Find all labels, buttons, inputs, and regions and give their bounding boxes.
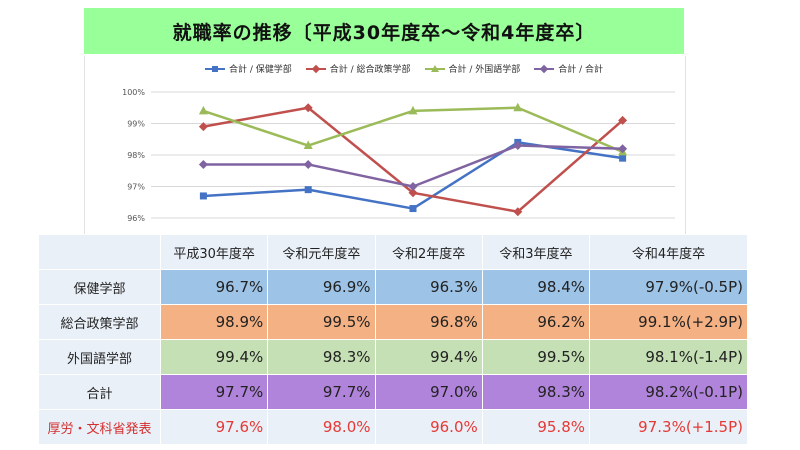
legend-label: 合計 / 合計 [558, 65, 604, 75]
y-tick-label: 97% [127, 183, 145, 192]
table-header-cell: 令和3年度卒 [481, 234, 591, 270]
legend-item-gaikoku: 合計 / 外国語学部 [424, 62, 521, 75]
row-label: 厚労・文科省発表 [38, 409, 161, 445]
series-line [203, 144, 623, 188]
data-point [513, 102, 523, 112]
data-point [619, 154, 627, 162]
table-row: 総合政策学部 98.9% 99.5% 96.8% 96.2% 99.1%(+2.… [38, 304, 748, 340]
data-point [618, 144, 628, 154]
table-cell: 96.0% [374, 409, 483, 445]
page-title: 就職率の推移〔平成30年度卒～令和4年度卒〕 [172, 21, 596, 44]
data-point [198, 122, 208, 132]
legend-diamond-marker-icon [305, 64, 326, 74]
table-cell: 98.0% [267, 409, 376, 445]
table-cell: 99.1%(+2.9P) [589, 304, 748, 340]
data-point [618, 115, 628, 125]
data-point [408, 188, 418, 198]
table-cell: 98.2%(-0.1P) [589, 374, 748, 410]
data-point [304, 186, 312, 194]
table-header-cell [38, 234, 161, 270]
table-cell: 96.7% [159, 269, 269, 305]
legend-item-sogo: 合計 / 総合政策学部 [305, 62, 411, 75]
line-chart: 96% 97% 98% 99% 100% [122, 88, 675, 223]
chart-legend: 合計 / 保健学部 合計 / 総合政策学部 合計 / 外国語学部 合計 / 合計 [205, 62, 603, 75]
legend-square-marker-icon [205, 64, 225, 74]
table-row: 保健学部 96.7% 96.9% 96.3% 98.4% 97.9%(-0.5P… [38, 269, 748, 305]
data-point [303, 103, 313, 113]
legend-label: 合計 / 外国語学部 [448, 65, 521, 75]
table-cell: 97.9%(-0.5P) [589, 269, 748, 305]
table-cell: 98.9% [159, 304, 269, 340]
data-table: 平成30年度卒 令和元年度卒 令和2年度卒 令和3年度卒 令和4年度卒 保健学部… [38, 234, 748, 445]
table-cell: 98.4% [481, 269, 591, 305]
title-banner: 就職率の推移〔平成30年度卒～令和4年度卒〕 [84, 8, 684, 54]
table-cell: 97.0% [374, 374, 483, 410]
data-point [513, 141, 523, 151]
table-cell: 97.6% [159, 409, 269, 445]
row-label: 総合政策学部 [38, 304, 161, 340]
data-point [303, 140, 313, 150]
table-row: 合計 97.7% 97.7% 97.0% 98.3% 98.2%(-0.1P) [38, 374, 748, 410]
table-cell: 98.1%(-1.4P) [589, 339, 748, 375]
table-row: 外国語学部 99.4% 98.3% 99.4% 99.5% 98.1%(-1.4… [38, 339, 748, 375]
table-cell: 99.4% [159, 339, 269, 375]
table-header-cell: 令和2年度卒 [374, 234, 483, 270]
data-point [408, 105, 418, 115]
table-cell: 99.5% [267, 304, 376, 340]
y-tick-label: 96% [127, 214, 145, 223]
data-point [409, 205, 417, 213]
legend-item-total: 合計 / 合計 [534, 62, 603, 75]
table-header-row: 平成30年度卒 令和元年度卒 令和2年度卒 令和3年度卒 令和4年度卒 [38, 234, 748, 270]
chart-area: 合計 / 保健学部 合計 / 総合政策学部 合計 / 外国語学部 合計 / 合計… [84, 56, 686, 234]
table-cell: 96.3% [374, 269, 483, 305]
data-point [199, 192, 207, 200]
row-label: 合計 [38, 374, 161, 410]
table-cell: 96.8% [374, 304, 483, 340]
table-cell: 97.3%(+1.5P) [589, 409, 748, 445]
table-cell: 97.7% [159, 374, 269, 410]
legend-triangle-marker-icon [424, 64, 445, 74]
legend-label: 合計 / 保健学部 [229, 65, 292, 75]
legend-label: 合計 / 総合政策学部 [329, 65, 411, 75]
table-cell: 98.3% [267, 339, 376, 375]
legend-item-hoken: 合計 / 保健学部 [205, 62, 292, 75]
table-header-cell: 令和元年度卒 [267, 234, 376, 270]
legend-diamond-marker-icon [534, 64, 555, 74]
y-tick-label: 99% [127, 120, 145, 129]
table-cell: 99.4% [374, 339, 483, 375]
data-point [303, 159, 313, 169]
table-cell: 95.8% [481, 409, 591, 445]
table-cell: 96.9% [267, 269, 376, 305]
table-cell: 96.2% [481, 304, 591, 340]
row-label: 外国語学部 [38, 339, 161, 375]
data-point [513, 207, 523, 217]
row-label: 保健学部 [38, 269, 161, 305]
table-cell: 98.3% [481, 374, 591, 410]
table-row: 厚労・文科省発表 97.6% 98.0% 96.0% 95.8% 97.3%(+… [38, 409, 748, 445]
table-header-cell: 令和4年度卒 [589, 234, 748, 270]
table-header-cell: 平成30年度卒 [159, 234, 269, 270]
y-tick-label: 100% [122, 88, 145, 97]
y-tick-label: 98% [127, 151, 145, 160]
table-cell: 97.7% [267, 374, 376, 410]
table-cell: 99.5% [481, 339, 591, 375]
data-point [408, 182, 418, 191]
data-point [198, 159, 208, 169]
data-point [198, 105, 208, 115]
